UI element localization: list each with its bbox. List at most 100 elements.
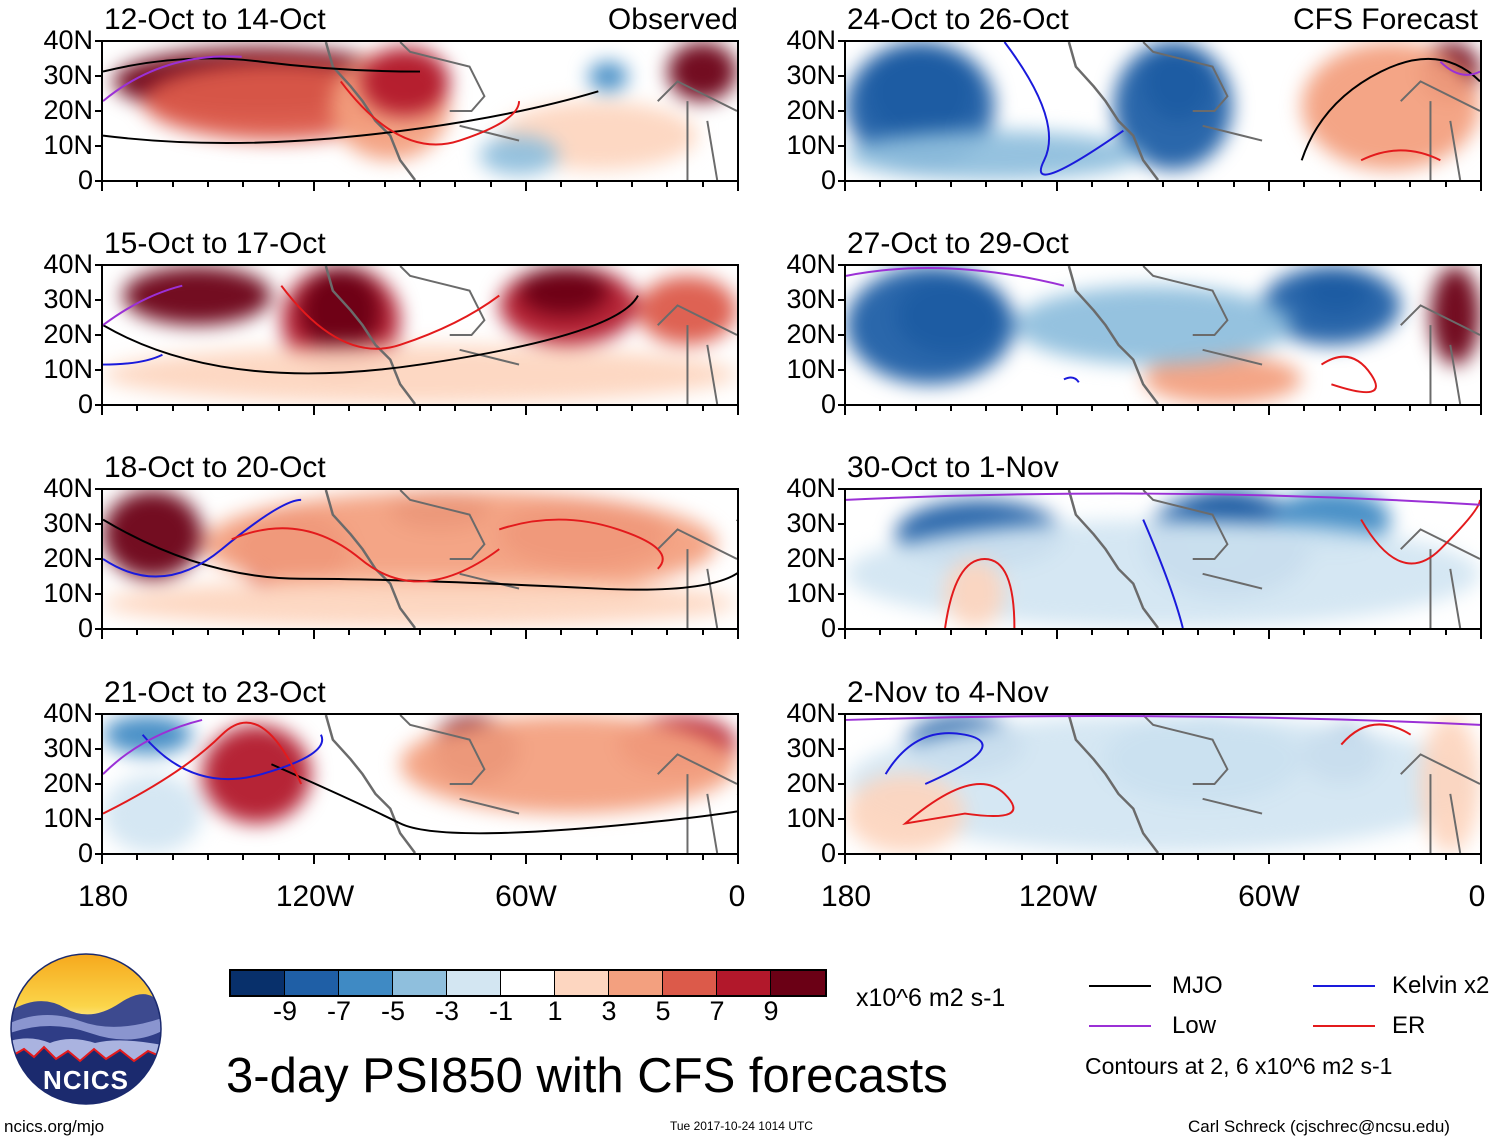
y-axis-label: 0 — [77, 165, 93, 195]
x-axis-tick — [136, 630, 138, 635]
colorbar-swatch — [339, 971, 393, 995]
y-axis-tick — [95, 628, 101, 630]
observed-label: Observed — [607, 3, 738, 36]
colorbar-swatch — [555, 971, 609, 995]
panel-title: 18-Oct to 20-Oct — [104, 451, 326, 484]
y-axis-tick — [838, 40, 844, 42]
y-axis-tick — [95, 334, 101, 336]
colorbar-label: -1 — [488, 996, 514, 1026]
page-title: 3-day PSI850 with CFS forecasts — [226, 1049, 948, 1103]
x-axis-tick — [384, 182, 386, 187]
colorbar-label: -7 — [326, 996, 352, 1026]
x-axis-tick — [560, 406, 562, 411]
x-axis-tick — [384, 630, 386, 635]
x-axis-tick — [1409, 630, 1411, 635]
x-axis-tick — [1339, 855, 1341, 860]
footer-link[interactable]: ncics.org/mjo — [4, 1117, 105, 1136]
y-axis-tick — [838, 628, 844, 630]
legend-note: Contours at 2, 6 x10^6 m2 s-1 — [1085, 1053, 1393, 1079]
x-axis-tick — [1162, 182, 1164, 187]
y-axis-label: 20N — [786, 543, 836, 573]
footer-timestamp: Tue 2017-10-24 1014 UTC — [670, 1119, 813, 1133]
x-axis-tick — [950, 630, 952, 635]
colorbar-swatch — [393, 971, 447, 995]
x-axis-tick — [1374, 855, 1376, 860]
x-axis-tick — [631, 406, 633, 411]
colorbar-label: -3 — [434, 996, 460, 1026]
x-axis-tick — [1374, 406, 1376, 411]
x-axis-tick — [172, 630, 174, 635]
x-axis-tick — [525, 630, 527, 639]
x-axis-tick — [560, 855, 562, 860]
x-axis-tick — [985, 406, 987, 411]
x-axis-tick — [915, 406, 917, 411]
x-axis-tick — [666, 182, 668, 187]
x-label-60w-right: 60W — [1238, 880, 1300, 913]
x-label-180-right: 180 — [820, 880, 872, 913]
x-axis-tick — [985, 182, 987, 187]
y-axis-tick — [838, 748, 844, 750]
x-axis-tick — [1021, 630, 1023, 635]
x-axis-tick — [1021, 855, 1023, 860]
x-axis-tick — [242, 855, 244, 860]
x-axis-tick — [384, 855, 386, 860]
y-axis-tick — [838, 369, 844, 371]
y-axis-label: 10N — [786, 803, 836, 833]
colorbar — [229, 969, 827, 997]
x-axis-tick — [454, 182, 456, 187]
x-axis-tick — [1268, 630, 1270, 639]
y-axis-label: 40N — [43, 249, 93, 279]
colorbar-units: x10^6 m2 s-1 — [856, 984, 1006, 1012]
y-axis-label: 30N — [43, 508, 93, 538]
x-axis-tick — [596, 182, 598, 187]
x-axis-tick — [136, 855, 138, 860]
legend-line-kelvin — [1313, 985, 1375, 987]
x-axis-tick — [348, 182, 350, 187]
colorbar-label: -9 — [272, 996, 298, 1026]
y-axis-tick — [95, 145, 101, 147]
panel-title: 21-Oct to 23-Oct — [104, 676, 326, 709]
x-axis-tick — [879, 406, 881, 411]
x-label-0-left: 0 — [728, 880, 746, 913]
x-axis-tick — [1339, 182, 1341, 187]
x-axis-tick — [1409, 182, 1411, 187]
x-axis-tick — [915, 855, 917, 860]
x-axis-tick — [136, 182, 138, 187]
y-axis-label: 30N — [43, 284, 93, 314]
y-axis-label: 30N — [43, 733, 93, 763]
x-axis-tick — [915, 182, 917, 187]
y-axis-tick — [838, 264, 844, 266]
y-axis-tick — [95, 180, 101, 182]
panel-title: 24-Oct to 26-Oct — [847, 3, 1069, 36]
y-axis-label: 10N — [43, 578, 93, 608]
y-axis-tick — [838, 180, 844, 182]
x-axis-tick — [454, 630, 456, 635]
map-panel-right-1 — [844, 264, 1482, 406]
y-axis-tick — [95, 299, 101, 301]
x-axis-tick — [631, 855, 633, 860]
x-axis-tick — [1339, 406, 1341, 411]
x-axis-tick — [879, 182, 881, 187]
x-axis-tick — [242, 406, 244, 411]
y-axis-label: 40N — [786, 249, 836, 279]
x-axis-tick — [1445, 182, 1447, 187]
x-axis-tick — [101, 855, 103, 864]
y-axis-label: 20N — [43, 543, 93, 573]
map-panel-left-1 — [101, 264, 739, 406]
y-axis-label: 20N — [43, 95, 93, 125]
x-axis-tick — [278, 182, 280, 187]
x-axis-tick — [879, 855, 881, 860]
y-axis-label: 20N — [786, 319, 836, 349]
x-axis-tick — [702, 406, 704, 411]
x-axis-tick — [1056, 630, 1058, 639]
x-axis-tick — [1233, 406, 1235, 411]
y-axis-tick — [95, 783, 101, 785]
y-axis-tick — [838, 75, 844, 77]
legend-label-kelvin: Kelvin x2 — [1392, 972, 1490, 999]
y-axis-label: 30N — [786, 508, 836, 538]
y-axis-tick — [838, 713, 844, 715]
x-label-0-right: 0 — [1468, 880, 1486, 913]
x-axis-tick — [1409, 855, 1411, 860]
y-axis-label: 20N — [43, 768, 93, 798]
x-axis-tick — [525, 855, 527, 864]
